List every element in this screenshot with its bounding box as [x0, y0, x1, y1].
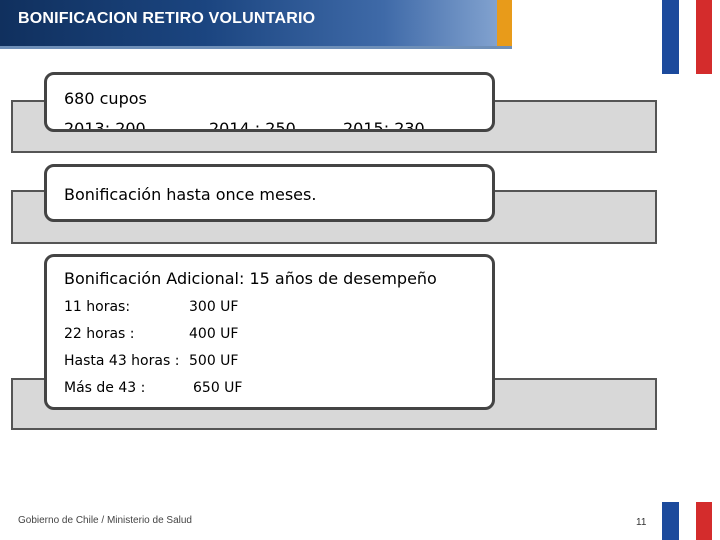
- quota-2015: 2015: 230: [343, 119, 425, 132]
- additional-bonus-title: Bonificación Adicional: 15 años de desem…: [64, 269, 437, 288]
- footer-text: Gobierno de Chile / Ministerio de Salud: [18, 515, 192, 526]
- chile-flag-mark-bottom: [662, 502, 712, 540]
- quota-card: 680 cupos 2013: 200 2014 : 250 2015: 230: [44, 72, 495, 132]
- chile-flag-mark-top: [662, 0, 712, 74]
- header-accent-stripe: [497, 0, 512, 46]
- quota-2013: 2013: 200: [64, 119, 146, 132]
- slide-title: BONIFICACION RETIRO VOLUNTARIO: [18, 10, 316, 27]
- additional-bonus-card: Bonificación Adicional: 15 años de desem…: [44, 254, 495, 410]
- hours-label: Hasta 43 horas :: [64, 353, 180, 369]
- bonus-card: Bonificación hasta once meses.: [44, 164, 495, 222]
- header-bar: BONIFICACION RETIRO VOLUNTARIO: [0, 0, 512, 46]
- bonus-text: Bonificación hasta once meses.: [64, 185, 317, 204]
- hours-label: Más de 43 :: [64, 380, 146, 396]
- header-underline: [0, 46, 512, 49]
- quota-total: 680 cupos: [64, 89, 147, 108]
- hours-value: 500 UF: [189, 353, 239, 369]
- hours-value: 400 UF: [189, 326, 239, 342]
- page-number: 11: [636, 517, 647, 528]
- hours-label: 11 horas:: [64, 299, 131, 315]
- quota-2014: 2014 : 250: [209, 119, 296, 132]
- hours-label: 22 horas :: [64, 326, 135, 342]
- hours-value: 300 UF: [189, 299, 239, 315]
- hours-value: 650 UF: [193, 380, 243, 396]
